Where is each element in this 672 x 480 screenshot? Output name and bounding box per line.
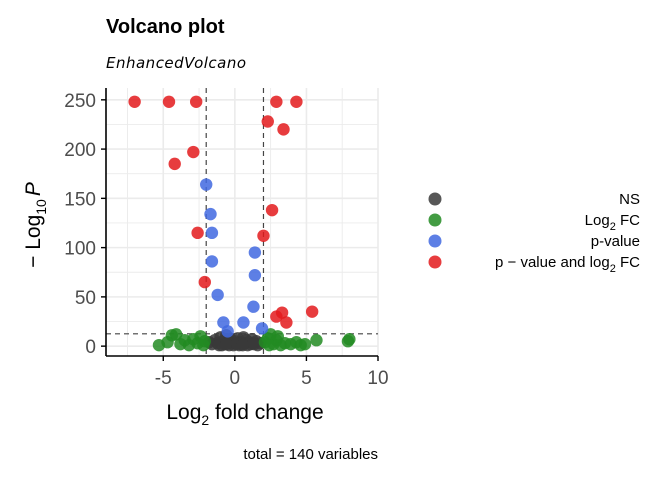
point-series-3 <box>128 95 141 108</box>
point-series-0 <box>247 337 261 351</box>
point-series-2 <box>255 322 269 335</box>
legend-key-0 <box>428 192 442 206</box>
point-series-2 <box>205 226 219 240</box>
point-series-2 <box>200 178 213 191</box>
point-series-2 <box>248 269 262 282</box>
x-tick-label: 0 <box>230 368 241 389</box>
legend-key-1 <box>428 213 442 227</box>
point-series-3 <box>270 95 283 108</box>
point-series-3 <box>168 157 181 171</box>
chart-title: Volcano plot <box>106 16 225 38</box>
legend-key-3 <box>428 255 442 269</box>
data-points <box>128 95 356 352</box>
point-series-3 <box>191 226 204 240</box>
x-tick-label: 5 <box>301 368 312 389</box>
chart-caption: total = 140 variables <box>243 446 378 463</box>
point-series-1 <box>198 335 211 348</box>
legend: NS Log2 FCp-value p − value and log2 FC <box>428 191 640 275</box>
point-series-1 <box>187 333 200 346</box>
cutoff-lines <box>106 88 378 356</box>
y-tick-label: 0 <box>85 337 96 358</box>
x-tick-label: -5 <box>155 368 172 389</box>
point-series-3 <box>290 95 303 108</box>
point-series-3 <box>162 95 176 108</box>
y-tick-label: 200 <box>64 140 96 161</box>
point-series-3 <box>280 316 293 329</box>
x-tick-label: 10 <box>367 368 388 389</box>
point-series-2 <box>247 300 260 313</box>
legend-label-3: p − value and log2 FC <box>495 254 640 275</box>
point-series-3 <box>198 275 211 289</box>
axes <box>101 88 379 361</box>
legend-label-2: p-value <box>591 233 640 250</box>
point-series-3 <box>187 145 200 159</box>
point-series-3 <box>189 95 203 108</box>
point-series-1 <box>271 330 284 343</box>
point-series-2 <box>204 207 217 221</box>
point-series-0 <box>220 337 233 351</box>
x-tick-labels: -5 0 5 10 <box>155 368 389 389</box>
point-series-2 <box>221 325 234 338</box>
point-series-2 <box>205 255 219 268</box>
point-series-3 <box>265 203 279 217</box>
legend-key-2 <box>428 234 442 248</box>
point-series-1 <box>298 337 312 351</box>
legend-label-0: NS <box>619 191 640 208</box>
chart-subtitle: EnhancedVolcano <box>106 54 247 72</box>
point-series-2 <box>237 316 250 329</box>
point-series-3 <box>270 310 283 323</box>
y-tick-label: 50 <box>75 288 96 309</box>
point-series-1 <box>310 334 323 347</box>
legend-label-1: Log2 FC <box>585 212 640 233</box>
point-series-2 <box>211 288 224 302</box>
point-series-1 <box>343 333 356 346</box>
y-tick-labels: 0 50 100 150 200 250 <box>64 91 96 358</box>
grid <box>106 88 379 356</box>
y-tick-label: 250 <box>64 91 96 112</box>
point-series-2 <box>248 246 262 259</box>
point-series-3 <box>257 229 270 242</box>
y-tick-label: 100 <box>64 239 96 260</box>
point-series-0 <box>236 338 249 352</box>
y-axis-title: − Log10P <box>22 182 49 268</box>
x-axis-title: Log2 fold change <box>166 401 323 428</box>
point-series-3 <box>261 115 274 128</box>
point-series-3 <box>277 123 290 136</box>
point-series-3 <box>305 305 319 318</box>
point-series-1 <box>263 338 276 352</box>
y-tick-label: 150 <box>64 189 96 210</box>
